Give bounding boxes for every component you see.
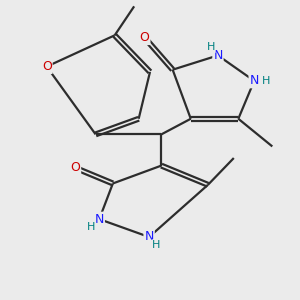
Text: O: O	[140, 31, 149, 44]
Text: N: N	[94, 213, 104, 226]
Text: H: H	[152, 240, 160, 250]
Text: O: O	[42, 60, 52, 73]
Text: N: N	[213, 49, 223, 62]
Text: N: N	[144, 230, 154, 244]
Text: H: H	[206, 42, 215, 52]
Text: O: O	[70, 161, 80, 174]
Text: H: H	[262, 76, 271, 86]
Text: H: H	[87, 222, 95, 233]
Text: N: N	[250, 74, 259, 87]
